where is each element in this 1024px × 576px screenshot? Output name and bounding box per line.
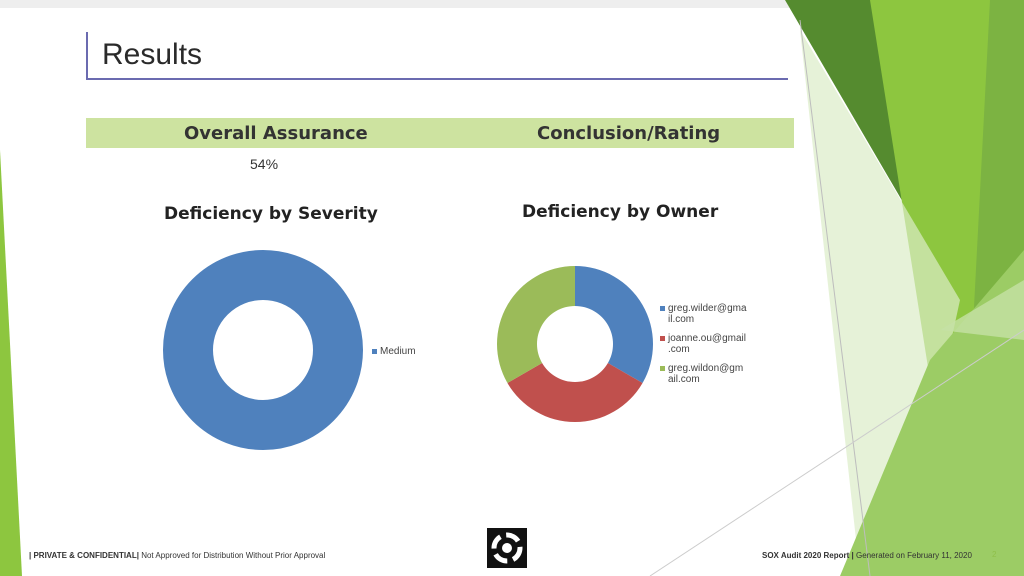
legend-swatch <box>660 366 665 371</box>
summary-header-band <box>86 118 794 148</box>
page-number: 2 <box>992 550 997 559</box>
slice-greg-wilder-gmail-com <box>575 266 653 383</box>
owner-donut-chart: greg.wilder@gmail.com joanne.ou@gmail.com… <box>497 266 747 422</box>
legend-label: greg.wildon@gm <box>668 363 743 374</box>
slice-medium <box>163 250 363 450</box>
footer-confidential-bold: | PRIVATE & CONFIDENTIAL| <box>29 551 139 560</box>
title-accent-line <box>86 32 88 80</box>
footer-report-name: SOX Audit 2020 Report | <box>762 551 854 560</box>
legend-label: .com <box>668 344 690 355</box>
company-logo <box>487 528 527 568</box>
legend-label: ail.com <box>668 374 700 385</box>
footer-confidential-text: Not Approved for Distribution Without Pr… <box>138 551 326 560</box>
slice-greg-wildon-gmail-com <box>497 266 575 383</box>
footer-generated-date: Generated on February 11, 2020 <box>853 551 972 560</box>
conclusion-rating-header: Conclusion/Rating <box>537 123 721 144</box>
severity-chart-title: Deficiency by Severity <box>164 204 378 224</box>
legend-label: joanne.ou@gmail <box>667 333 746 344</box>
legend-label: Medium <box>380 346 416 357</box>
overall-assurance-header: Overall Assurance <box>184 123 368 144</box>
legend-swatch <box>372 349 377 354</box>
slice-joanne-ou-gmail-com <box>507 363 643 422</box>
legend-swatch <box>660 306 665 311</box>
title-underline <box>86 78 788 80</box>
owner-chart-title: Deficiency by Owner <box>522 202 719 222</box>
overall-assurance-value: 54% <box>250 156 279 172</box>
footer-report-info: SOX Audit 2020 Report | Generated on Feb… <box>762 551 972 560</box>
page-title: Results <box>102 38 203 71</box>
legend-label: greg.wilder@gma <box>668 303 747 314</box>
legend-swatch <box>660 336 665 341</box>
footer-confidential: | PRIVATE & CONFIDENTIAL| Not Approved f… <box>29 551 325 560</box>
severity-donut-chart: Medium <box>163 250 416 450</box>
legend-label: il.com <box>668 314 694 325</box>
